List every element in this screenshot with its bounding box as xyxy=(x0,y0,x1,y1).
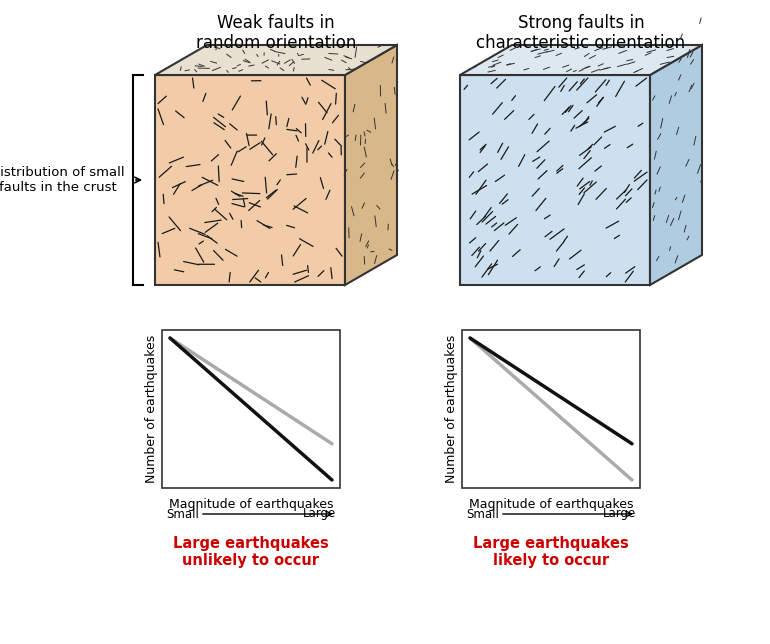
Text: Small: Small xyxy=(466,507,499,520)
Text: Magnitude of earthquakes: Magnitude of earthquakes xyxy=(169,498,333,511)
Text: Distribution of small
faults in the crust: Distribution of small faults in the crus… xyxy=(0,166,125,194)
Text: Large: Large xyxy=(603,507,636,520)
Text: Number of earthquakes: Number of earthquakes xyxy=(446,335,458,483)
Polygon shape xyxy=(462,330,640,488)
Polygon shape xyxy=(162,330,340,488)
Text: Small: Small xyxy=(166,507,199,520)
Polygon shape xyxy=(345,45,397,285)
Text: Strong faults in
characteristic orientation: Strong faults in characteristic orientat… xyxy=(477,14,685,52)
Polygon shape xyxy=(155,45,397,75)
Polygon shape xyxy=(460,75,650,285)
Polygon shape xyxy=(155,75,345,285)
Text: Number of earthquakes: Number of earthquakes xyxy=(146,335,159,483)
Polygon shape xyxy=(650,45,702,285)
Text: Large: Large xyxy=(303,507,336,520)
Text: Magnitude of earthquakes: Magnitude of earthquakes xyxy=(469,498,633,511)
Text: Large earthquakes
likely to occur: Large earthquakes likely to occur xyxy=(473,536,629,569)
Text: Weak faults in
random orientation: Weak faults in random orientation xyxy=(196,14,357,52)
Text: Large earthquakes
unlikely to occur: Large earthquakes unlikely to occur xyxy=(173,536,329,569)
Polygon shape xyxy=(460,45,702,75)
